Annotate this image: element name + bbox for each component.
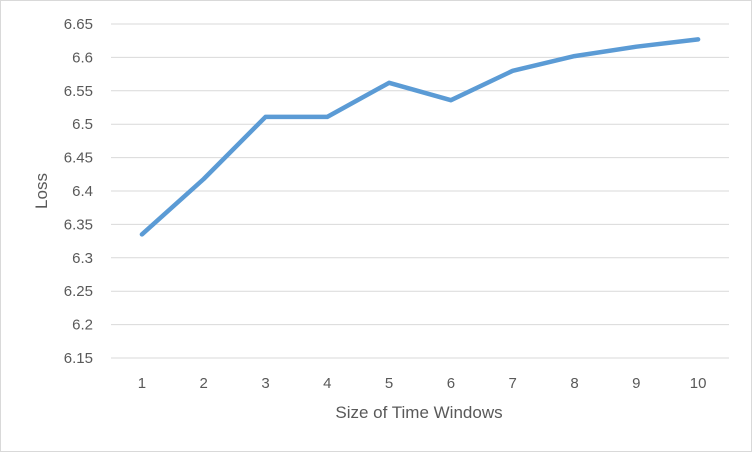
y-tick-label: 6.65 <box>64 16 93 33</box>
y-tick-label: 6.3 <box>72 250 93 267</box>
y-tick-label: 6.25 <box>64 283 93 300</box>
gridlines <box>111 23 729 359</box>
x-tick-label: 10 <box>690 375 707 392</box>
y-tick-label: 6.4 <box>72 183 93 200</box>
x-tick-label: 4 <box>323 375 331 392</box>
x-axis-ticks: 1 2 3 4 5 6 7 8 9 10 <box>138 375 707 392</box>
x-tick-label: 3 <box>261 375 269 392</box>
y-axis-title: Loss <box>32 173 51 209</box>
x-tick-label: 2 <box>200 375 208 392</box>
y-tick-label: 6.5 <box>72 116 93 133</box>
x-tick-label: 7 <box>509 375 517 392</box>
x-tick-label: 1 <box>138 375 146 392</box>
x-tick-label: 8 <box>570 375 578 392</box>
series-line-0 <box>139 37 701 237</box>
series-group <box>139 37 701 237</box>
y-tick-label: 6.55 <box>64 83 93 100</box>
y-tick-label: 6.2 <box>72 317 93 334</box>
y-tick-label: 6.6 <box>72 49 93 66</box>
y-tick-label: 6.35 <box>64 216 93 233</box>
y-axis-ticks: 6.15 6.2 6.25 6.3 6.35 6.4 6.45 6.5 6.55 6.6 6.65 <box>64 16 93 367</box>
x-axis-title: Size of Time Windows <box>335 403 502 422</box>
x-tick-label: 6 <box>447 375 455 392</box>
y-tick-label: 6.45 <box>64 150 93 167</box>
y-tick-label: 6.15 <box>64 350 93 367</box>
x-tick-label: 5 <box>385 375 393 392</box>
x-tick-label: 9 <box>632 375 640 392</box>
